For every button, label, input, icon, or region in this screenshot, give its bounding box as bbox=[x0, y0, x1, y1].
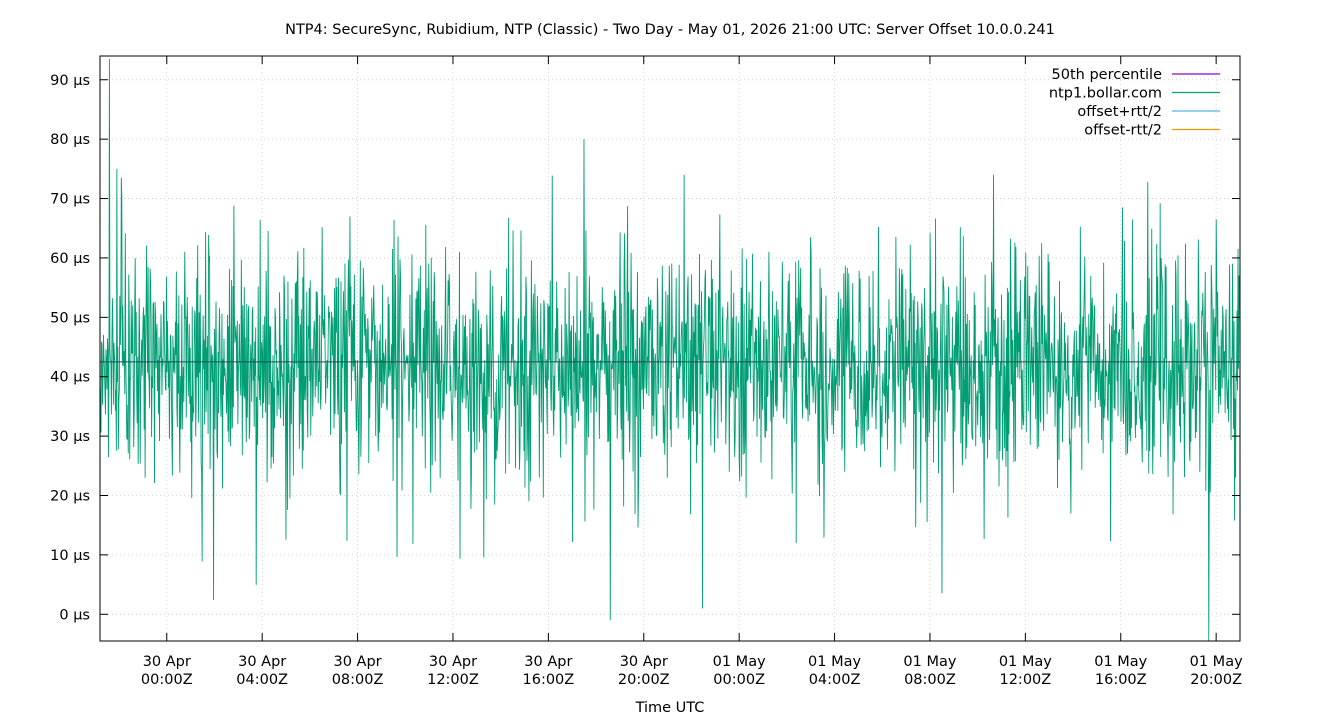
x-tick-label-date: 30 Apr bbox=[333, 654, 381, 670]
x-tick-label-time: 00:00Z bbox=[141, 672, 193, 688]
x-tick-label-time: 16:00Z bbox=[523, 672, 575, 688]
series-layer bbox=[99, 58, 1241, 642]
x-tick-label-time: 12:00Z bbox=[427, 672, 479, 688]
x-tick-label-time: 16:00Z bbox=[1095, 672, 1147, 688]
y-tick-label: 60 µs bbox=[50, 251, 90, 267]
ticks: 0 µs 10 µs 20 µs 30 µs 40 µs 50 µs 60 µs 70 µs 8… bbox=[50, 56, 1243, 688]
x-axis-label: Time UTC bbox=[635, 700, 705, 716]
y-tick-label: 50 µs bbox=[50, 310, 90, 326]
y-tick-label: 20 µs bbox=[50, 488, 90, 504]
legend-label: offset+rtt/2 bbox=[1077, 104, 1162, 120]
y-tick-label: 80 µs bbox=[50, 132, 90, 148]
legend-label: ntp1.bollar.com bbox=[1049, 86, 1162, 102]
x-tick-label-date: 01 May bbox=[1094, 654, 1147, 670]
legend-label: 50th percentile bbox=[1052, 67, 1163, 83]
x-tick-label-date: 30 Apr bbox=[238, 654, 286, 670]
y-tick-label: 30 µs bbox=[50, 429, 90, 445]
x-tick-label-date: 30 Apr bbox=[143, 654, 191, 670]
series-ntp1-bollar-com-line bbox=[99, 58, 1241, 642]
legend: 50th percentile ntp1.bollar.com offset+rtt… bbox=[1049, 67, 1220, 139]
y-tick-label: 0 µs bbox=[59, 607, 90, 623]
y-tick-label: 40 µs bbox=[50, 370, 90, 386]
x-tick-label-time: 20:00Z bbox=[1190, 672, 1242, 688]
plot-border bbox=[99, 55, 1241, 642]
legend-label: offset-rtt/2 bbox=[1084, 123, 1162, 139]
x-tick-label-time: 08:00Z bbox=[904, 672, 956, 688]
y-tick-label: 90 µs bbox=[50, 73, 90, 89]
x-tick-label-date: 01 May bbox=[808, 654, 861, 670]
x-tick-label-date: 01 May bbox=[713, 654, 766, 670]
x-tick-label-date: 30 Apr bbox=[524, 654, 572, 670]
x-tick-label-date: 01 May bbox=[999, 654, 1052, 670]
x-tick-label-time: 08:00Z bbox=[332, 672, 384, 688]
chart-title: NTP4: SecureSync, Rubidium, NTP (Classic… bbox=[285, 22, 1055, 38]
x-tick-label-date: 30 Apr bbox=[429, 654, 477, 670]
y-tick-label: 10 µs bbox=[50, 548, 90, 564]
x-tick-label-time: 12:00Z bbox=[999, 672, 1051, 688]
x-tick-label-time: 00:00Z bbox=[713, 672, 765, 688]
x-tick-label-time: 20:00Z bbox=[618, 672, 670, 688]
x-tick-label-time: 04:00Z bbox=[236, 672, 288, 688]
x-tick-label-time: 04:00Z bbox=[809, 672, 861, 688]
y-tick-label: 70 µs bbox=[50, 192, 90, 208]
x-tick-label-date: 01 May bbox=[903, 654, 956, 670]
x-tick-label-date: 30 Apr bbox=[620, 654, 668, 670]
x-tick-label-date: 01 May bbox=[1190, 654, 1243, 670]
